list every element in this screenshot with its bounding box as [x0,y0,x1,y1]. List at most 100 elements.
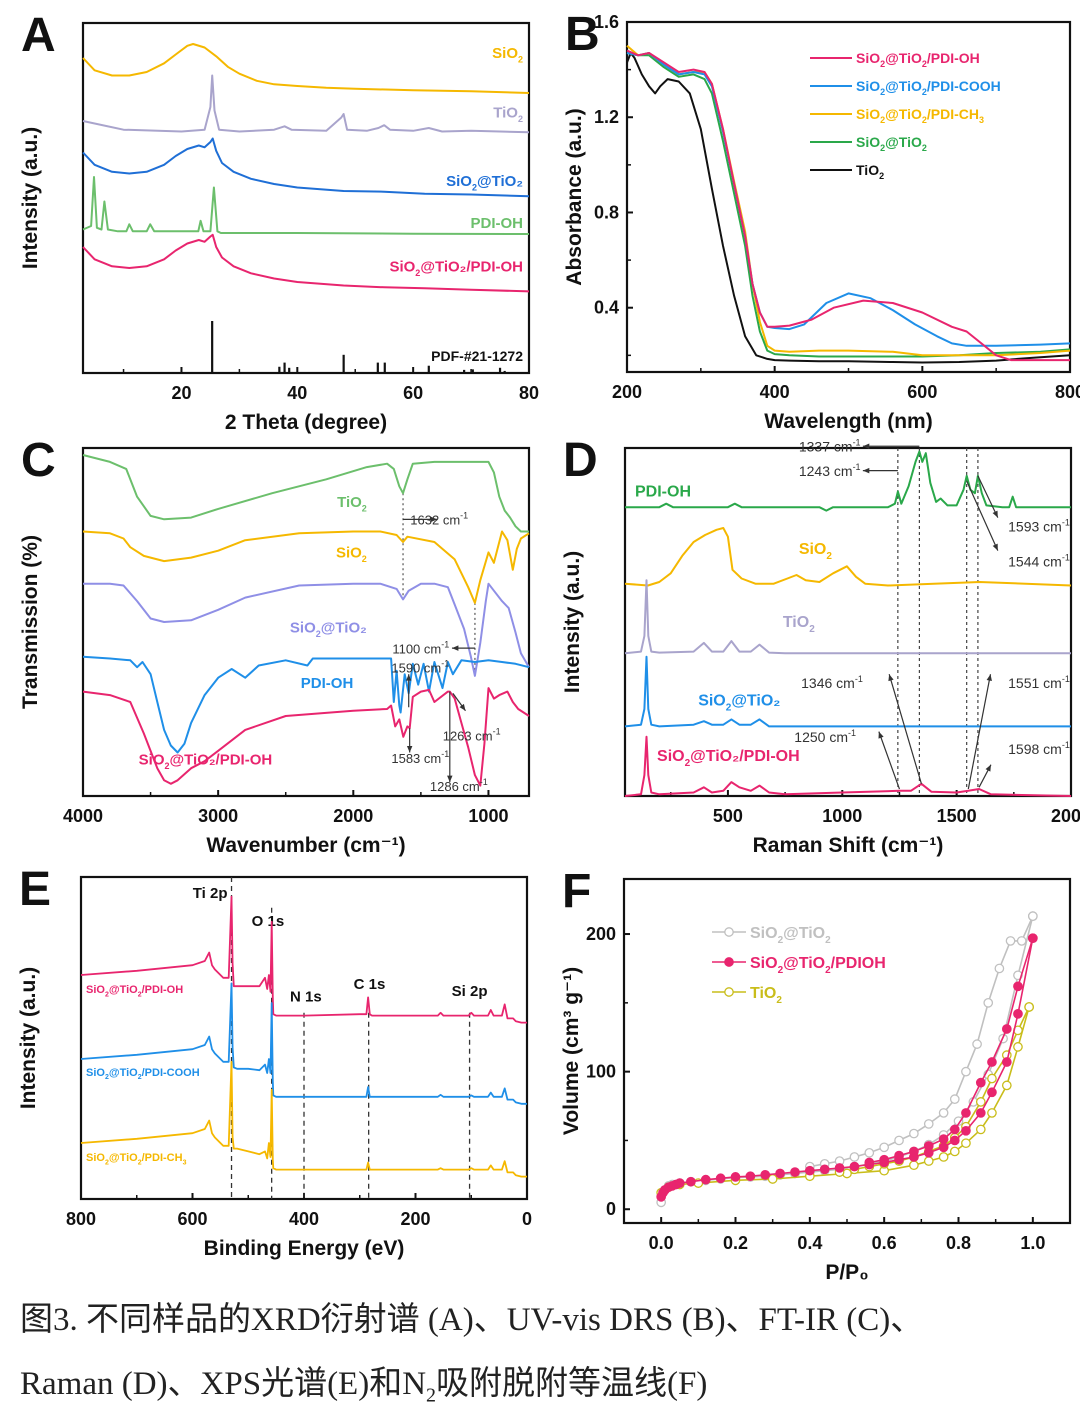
data-point [987,1057,997,1067]
x-tick-label: 1000 [822,806,862,826]
caption-subscript: 2 [426,1384,437,1407]
data-point [819,1164,830,1175]
panel-letter: E [19,863,51,916]
data-point [987,1108,997,1118]
series-sio2-tio2-pdioh-adsorption-line [660,938,1034,1198]
data-point [849,1152,860,1162]
data-point [1024,1002,1034,1012]
caption-line-2a: Raman (D)、XPS光谱(E)和N [20,1366,427,1402]
legend-marker [724,927,734,937]
x-axis-title: 2 Theta (degree) [225,411,387,434]
data-point [909,1160,919,1171]
data-point [953,1116,964,1127]
arrowhead [451,645,459,651]
data-point [923,1156,934,1166]
series-line-sio2-tio2-pdi-oh [82,687,530,787]
data-point [983,997,994,1008]
series-line-sio2-tio2-pdi-oh [626,49,1070,362]
legend-entry: TiO2 [750,985,782,1006]
data-point [674,1178,685,1188]
data-point [949,1146,960,1157]
x-tick-label: 600 [907,382,937,402]
arrowhead [405,674,412,681]
data-point [804,1165,815,1176]
data-point [686,1176,696,1187]
annotation-label: 1346 cm-1 [801,674,863,691]
series-line-tio2 [82,74,530,134]
x-tick-label: 400 [760,382,790,402]
data-point [949,1135,960,1146]
y-axis-title: Transmission (%) [19,535,42,709]
peak-label: O 1s [252,913,285,930]
data-point [938,1152,949,1162]
annotation-label: 1100 cm-1 [392,639,449,656]
series-label: SiO2 [799,541,833,562]
x-tick-label: 0.8 [946,1233,971,1253]
series-line-sio2-tio2-pdi-ch3 [80,1060,527,1178]
x-tick-label: 3000 [198,806,238,826]
arrowhead [430,516,438,523]
data-point [864,1157,875,1168]
y-axis-title: Volume (cm³ g⁻¹) [560,967,583,1135]
series-label: SiO2 [492,45,523,65]
series-line-tio2 [624,579,1071,655]
series-label: PDI-OH [471,215,524,232]
series-line-sio2-tio2-pdi-cooh [626,52,1071,347]
series-line-sio2 [82,530,530,604]
series-line-pdi-oh [82,176,530,235]
series-line-sio2-tio2-pdi-oh [82,233,530,293]
peak-label: C 1s [354,976,386,993]
data-point [1013,1008,1023,1019]
data-point [949,1094,960,1105]
x-tick-label: 200 [400,1209,430,1229]
plot-frame [623,446,1073,798]
legend-entry: SiO2@TiO2/PDIOH [750,955,886,976]
x-axis-title: Wavenumber (cm⁻¹) [206,834,405,857]
data-point [1013,1042,1023,1052]
arrowhead [992,543,998,551]
series-label: TiO2 [783,614,815,635]
x-axis-title: Wavelength (nm) [764,410,932,433]
data-point [1013,981,1023,992]
series-label: SiO2 [336,545,367,565]
data-point [975,1108,986,1118]
x-tick-label: 1.0 [1020,1233,1045,1253]
x-tick-label: 4000 [63,806,103,826]
arrowhead [862,443,870,449]
arrowhead [862,467,870,474]
series-line-tio2 [626,52,1071,364]
series-label: SiO2@TiO₂ [446,173,523,193]
data-point [864,1147,875,1158]
data-point [775,1168,785,1179]
data-point [700,1174,711,1185]
peak-label: Si 2p [452,983,488,1000]
data-point [879,1142,890,1153]
series-line-tio2 [82,454,529,533]
x-tick-label: 20 [171,383,191,403]
legend-entry: SiO2@TiO2/PDI-OH [856,50,980,69]
legend-entry: SiO2@TiO2 [856,134,927,153]
x-tick-label: 800 [66,1209,96,1229]
series-label: PDI-OH [635,484,691,501]
x-axis-title: P/P₀ [825,1261,868,1280]
x-tick-label: 0.0 [649,1233,674,1253]
series-label: SiO2@TiO2/PDI-OH [86,984,183,998]
x-tick-label: 80 [519,383,539,403]
data-point [1016,936,1027,946]
annotation-label: 1590 cm-1 [391,658,449,675]
panel-letter: A [21,9,56,62]
x-tick-label: 40 [287,383,307,403]
data-point [1001,1080,1012,1091]
data-point [938,1108,949,1118]
series-label: PDI-OH [301,675,354,692]
arrowhead [447,775,453,783]
data-point [730,1172,741,1182]
x-tick-label: 1000 [468,806,508,826]
x-tick-label: 2000 [333,806,373,826]
annotation-label: 1286 cm-1 [430,777,488,794]
legend-entry: SiO2@TiO2 [750,925,831,946]
annotation-label: 1263 cm-1 [443,726,501,743]
y-tick-label: 1.2 [594,107,619,127]
legend-marker [724,957,734,967]
data-point [834,1163,845,1173]
